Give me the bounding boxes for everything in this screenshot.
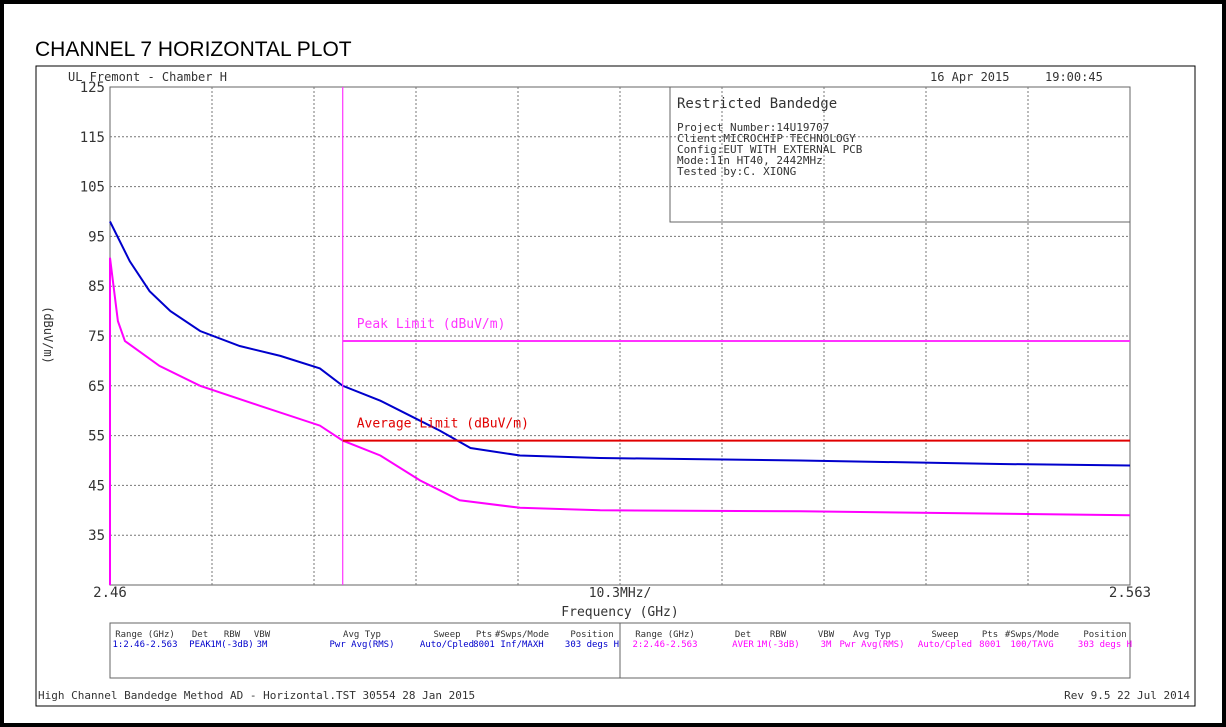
settings-value: Inf/MAXH xyxy=(500,640,543,650)
info-title: Restricted Bandedge xyxy=(677,96,837,112)
info-line: Project Number:14U19707 xyxy=(677,121,829,134)
settings-value: Pwr Avg(RMS) xyxy=(329,640,394,650)
y-tick-label: 125 xyxy=(80,80,105,96)
y-tick-label: 75 xyxy=(88,329,105,345)
footer-right: Rev 9.5 22 Jul 2014 xyxy=(1064,689,1190,702)
settings-value: AVER xyxy=(732,640,754,650)
settings-header: Range (GHz) xyxy=(635,630,695,640)
page-title: CHANNEL 7 HORIZONTAL PLOT xyxy=(35,38,352,61)
info-line: Config:EUT WITH EXTERNAL PCB xyxy=(677,143,863,156)
limit-label: Average Limit (dBuV/m) xyxy=(357,417,529,432)
settings-header: Det xyxy=(735,630,751,640)
y-tick-label: 85 xyxy=(88,279,105,295)
y-tick-label: 115 xyxy=(80,130,105,146)
y-tick-label: 105 xyxy=(80,180,105,196)
settings-value: 1M(-3dB) xyxy=(756,640,799,650)
limit-label: Peak Limit (dBuV/m) xyxy=(357,317,506,332)
settings-header: RBW xyxy=(770,630,787,640)
settings-value: Auto/Cpled xyxy=(420,640,474,650)
settings-header: Position xyxy=(1083,630,1126,640)
settings-header: Position xyxy=(570,630,613,640)
settings-value: 8001 xyxy=(473,640,495,650)
y-tick-label: 65 xyxy=(88,379,105,395)
settings-value: PEAK xyxy=(189,640,211,650)
settings-value: 303 degs H xyxy=(1078,640,1132,650)
settings-header: Sweep xyxy=(433,630,460,640)
settings-value: 3M xyxy=(257,640,268,650)
info-line: Mode:11n HT40, 2442MHz xyxy=(677,154,823,167)
y-tick-label: 95 xyxy=(88,229,105,245)
settings-value: 2:2.46-2.563 xyxy=(632,640,697,650)
x-axis-label: Frequency (GHz) xyxy=(561,605,678,620)
y-tick-label: 45 xyxy=(88,478,105,494)
settings-header: Range (GHz) xyxy=(115,630,175,640)
x-tick-label: 2.563 xyxy=(1109,585,1151,601)
info-line: Tested by:C. XIONG xyxy=(677,165,796,178)
settings-value: 100/TAVG xyxy=(1010,640,1053,650)
time: 19:00:45 xyxy=(1045,70,1103,84)
plot-frame xyxy=(35,65,1196,707)
header-left: UL Fremont - Chamber H xyxy=(68,70,227,84)
y-axis-label: (dBuV/m) xyxy=(41,306,55,364)
info-box xyxy=(669,86,1131,223)
settings-value: 303 degs H xyxy=(565,640,619,650)
settings-header: Avg Typ xyxy=(343,630,381,640)
settings-header: #Swps/Mode xyxy=(1005,630,1059,640)
settings-value: 1M(-3dB) xyxy=(210,640,253,650)
x-division: 10.3MHz/ xyxy=(589,586,652,601)
settings-header: Pts xyxy=(476,630,492,640)
y-tick-label: 55 xyxy=(88,429,105,445)
trace xyxy=(109,257,1131,585)
settings-value: Auto/Cpled xyxy=(918,640,972,650)
settings-header: VBW xyxy=(818,630,835,640)
settings-value: 1:2.46-2.563 xyxy=(112,640,177,650)
trace xyxy=(109,221,1131,467)
settings-value: 8001 xyxy=(979,640,1001,650)
settings-header: #Swps/Mode xyxy=(495,630,549,640)
footer-left: High Channel Bandedge Method AD - Horizo… xyxy=(38,689,475,702)
x-tick-label: 2.46 xyxy=(93,585,127,601)
date: 16 Apr 2015 xyxy=(930,70,1009,84)
settings-value: Pwr Avg(RMS) xyxy=(839,640,904,650)
settings-header: Det xyxy=(192,630,208,640)
settings-value: 3M xyxy=(821,640,832,650)
settings-header: VBW xyxy=(254,630,271,640)
settings-header: RBW xyxy=(224,630,241,640)
settings-header: Sweep xyxy=(931,630,958,640)
y-tick-label: 35 xyxy=(88,528,105,544)
settings-header: Pts xyxy=(982,630,998,640)
settings-header: Avg Typ xyxy=(853,630,891,640)
